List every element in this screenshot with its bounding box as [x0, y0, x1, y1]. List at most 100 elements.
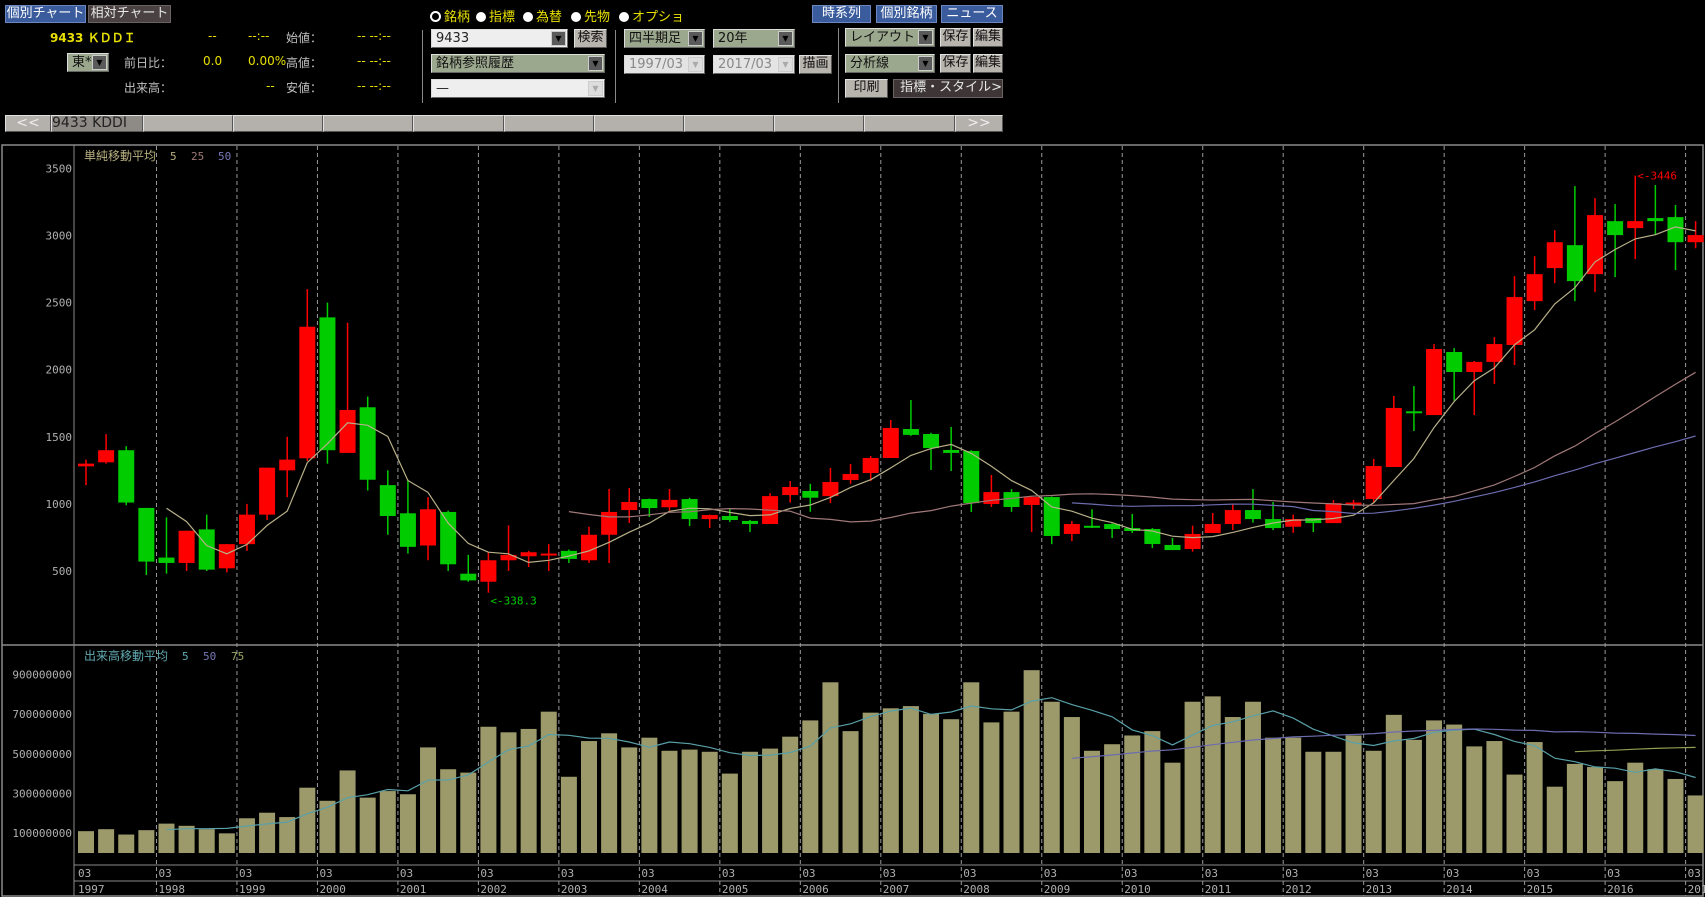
tab-stock[interactable]: 9433 KDDI: [51, 115, 143, 132]
history-select[interactable]: 銘柄参照履歴 ▼: [431, 54, 605, 73]
volume-bar: [299, 787, 316, 853]
tab-empty[interactable]: [594, 115, 684, 132]
volume-bar: [842, 731, 859, 853]
x-tick-month: 03: [78, 867, 91, 880]
volume-bar: [1687, 795, 1704, 853]
volume-bar: [78, 831, 94, 853]
span-select[interactable]: 20年 ▼: [713, 29, 795, 48]
price-y-tick: 2500: [46, 297, 73, 310]
stock-code-input[interactable]: 9433 ▼: [431, 29, 568, 48]
volume-bar: [560, 776, 577, 853]
x-tick-year: 1997: [78, 883, 105, 896]
chart-frame: [1, 144, 1704, 897]
radio-futures[interactable]: 先物: [569, 6, 610, 25]
sub-select-value: —: [436, 81, 449, 96]
candle-up: [1184, 533, 1201, 549]
print-button[interactable]: 印刷: [845, 79, 888, 98]
radio-fx[interactable]: 為替: [521, 6, 562, 25]
tab-empty[interactable]: [504, 115, 594, 132]
candle-up: [540, 553, 557, 556]
x-tick-year: 2013: [1366, 883, 1393, 896]
price-y-tick: 500: [52, 565, 72, 578]
chevron-down-icon: ▼: [688, 57, 703, 72]
timeseries-button[interactable]: 時系列: [812, 5, 871, 23]
x-tick-month: 03: [883, 867, 896, 880]
extreme-value-annotation: <-3446: [1637, 170, 1677, 183]
candle-up: [581, 534, 597, 561]
volume-bar: [1446, 724, 1463, 853]
relative-chart-tab[interactable]: 相対チャート: [88, 5, 171, 23]
radio-options[interactable]: オプショ: [617, 6, 684, 25]
volume-bar: [1204, 696, 1221, 853]
volume-bar: [1385, 714, 1402, 853]
volume-bar: [782, 736, 799, 853]
candle-down: [681, 499, 698, 520]
individual-chart-tab[interactable]: 個別チャート: [5, 5, 86, 23]
x-tick-year: 2000: [319, 883, 346, 896]
tab-empty[interactable]: [684, 115, 774, 132]
candle-down: [741, 520, 758, 525]
volume-y-tick: 900000000: [12, 668, 72, 681]
x-tick-year: 2012: [1285, 883, 1312, 896]
price-ma5-line: [166, 226, 1696, 564]
tab-empty[interactable]: [774, 115, 864, 132]
high-value: -- --:--: [357, 54, 391, 68]
candle-up: [339, 409, 356, 453]
from-date-input[interactable]: 1997/03 ▼: [624, 55, 705, 74]
candle-up: [983, 492, 1000, 505]
volume-bar: [1466, 746, 1483, 853]
radio-label: 銘柄: [444, 10, 471, 25]
tab-empty[interactable]: [323, 115, 413, 132]
tab-empty[interactable]: [233, 115, 323, 132]
indicator-style-button[interactable]: 指標・スタイル>: [893, 79, 1003, 98]
tab-empty[interactable]: [413, 115, 504, 132]
analysis-line-select[interactable]: 分析線 ▼: [845, 54, 935, 73]
layout-select[interactable]: レイアウト ▼: [845, 28, 935, 47]
individual-stock-button[interactable]: 個別銘柄: [876, 5, 937, 23]
x-tick-month: 03: [1044, 867, 1057, 880]
radio-index[interactable]: 指標: [474, 6, 515, 25]
candle-down: [379, 485, 396, 516]
sub-select[interactable]: — ▼: [431, 79, 605, 98]
market-select[interactable]: 東* ▼: [67, 53, 109, 72]
candle-up: [1365, 466, 1382, 500]
history-select-value: 銘柄参照履歴: [436, 56, 515, 71]
volume-bar: [520, 728, 537, 853]
candle-up: [1063, 524, 1080, 534]
radio-stock[interactable]: 銘柄: [428, 6, 470, 25]
search-button[interactable]: 検索: [574, 29, 607, 48]
volume-label: 出来高：: [124, 81, 173, 95]
radio-label: 指標: [489, 10, 516, 25]
news-button[interactable]: ニュース: [941, 5, 1003, 23]
layout-edit-button[interactable]: 編集: [973, 28, 1003, 47]
x-tick-year: 2010: [1124, 883, 1151, 896]
tab-empty[interactable]: [143, 115, 233, 132]
layout-save-button[interactable]: 保存: [940, 28, 971, 47]
volume-bar: [963, 682, 980, 853]
candle-up: [1385, 407, 1402, 467]
volume-bar: [1164, 762, 1181, 853]
to-date-input[interactable]: 2017/03 ▼: [713, 55, 795, 74]
volume-bar: [420, 747, 437, 853]
volume-bar: [1667, 778, 1684, 853]
tab-empty[interactable]: [864, 115, 955, 132]
candle-up: [500, 554, 517, 561]
x-tick-year: 2016: [1607, 883, 1634, 896]
volume-ma5-line: [166, 697, 1696, 831]
radio-label: 先物: [584, 10, 611, 25]
radio-unselected-icon: [523, 12, 533, 22]
volume-bar: [238, 818, 255, 853]
draw-button[interactable]: 描画: [799, 55, 832, 74]
chevron-down-icon: ▼: [918, 30, 933, 45]
divider: [615, 30, 616, 103]
analysis-edit-button[interactable]: 編集: [973, 54, 1003, 73]
candle-down: [399, 513, 416, 547]
volume-y-tick: 100000000: [12, 827, 72, 840]
chevron-down-icon[interactable]: ▼: [551, 31, 566, 46]
tab-prev-button[interactable]: <<: [5, 115, 51, 132]
candle-down: [1667, 217, 1684, 243]
analysis-save-button[interactable]: 保存: [940, 54, 971, 73]
bar-type-select[interactable]: 四半期足 ▼: [624, 29, 705, 48]
tab-next-button[interactable]: >>: [955, 115, 1003, 132]
